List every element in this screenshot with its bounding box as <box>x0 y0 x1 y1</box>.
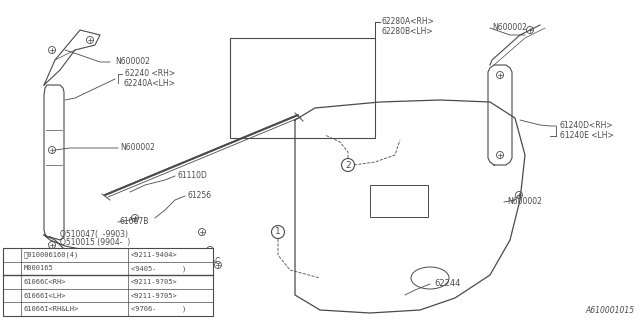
Text: 61066I<RH&LH>: 61066I<RH&LH> <box>24 306 79 312</box>
Text: 61066C<RH>: 61066C<RH> <box>24 279 67 285</box>
Text: Ⓑ010006160(4): Ⓑ010006160(4) <box>24 252 79 258</box>
Text: 62244: 62244 <box>434 279 460 289</box>
Text: 61067B: 61067B <box>120 218 149 227</box>
Circle shape <box>271 226 285 238</box>
Text: <9211-9404>: <9211-9404> <box>131 252 178 258</box>
Text: 61240D<RH>: 61240D<RH> <box>560 122 614 131</box>
Text: <9706-      ): <9706- ) <box>131 306 186 312</box>
Text: M000165: M000165 <box>24 265 54 271</box>
Text: Q510047(  -9903): Q510047( -9903) <box>60 229 128 238</box>
Circle shape <box>342 158 355 172</box>
Text: 62240A<LH>: 62240A<LH> <box>124 78 176 87</box>
Text: 1: 1 <box>275 228 281 236</box>
Text: 61110D: 61110D <box>178 172 208 180</box>
Text: 1: 1 <box>10 257 14 266</box>
Text: <9405-      ): <9405- ) <box>131 265 186 272</box>
Text: 61256C: 61256C <box>192 257 221 266</box>
Circle shape <box>6 255 19 268</box>
Text: Q510015 (9904-  ): Q510015 (9904- ) <box>60 238 131 247</box>
Bar <box>3 248 213 316</box>
Bar <box>370 185 428 217</box>
Text: N600002: N600002 <box>507 197 542 206</box>
Text: 61066I<LH>: 61066I<LH> <box>24 292 67 299</box>
Bar <box>230 38 375 138</box>
Text: 2: 2 <box>10 291 14 300</box>
Text: N600002: N600002 <box>492 23 527 33</box>
Text: 61256: 61256 <box>187 191 211 201</box>
Text: 61240E <LH>: 61240E <LH> <box>560 132 614 140</box>
Text: <9211-9705>: <9211-9705> <box>131 279 178 285</box>
Text: 62280B<LH>: 62280B<LH> <box>382 27 434 36</box>
Text: 62240 <RH>: 62240 <RH> <box>125 69 175 78</box>
Text: 62280A<RH>: 62280A<RH> <box>382 18 435 27</box>
Text: N600002: N600002 <box>115 58 150 67</box>
Text: 2: 2 <box>345 161 351 170</box>
Circle shape <box>6 289 19 302</box>
Text: A610001015: A610001015 <box>586 306 635 315</box>
Text: N600002: N600002 <box>120 143 155 153</box>
Text: <9211-9705>: <9211-9705> <box>131 292 178 299</box>
